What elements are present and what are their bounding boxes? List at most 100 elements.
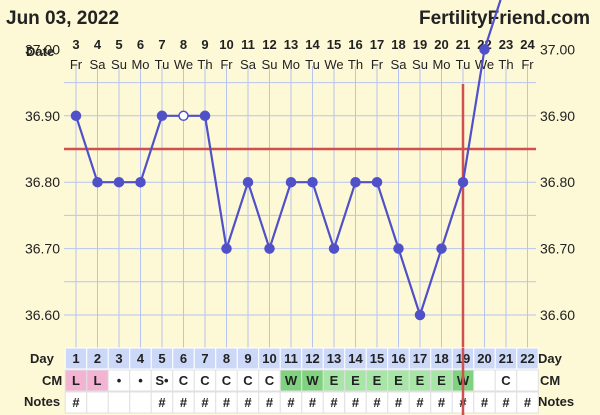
date-label: 9: [201, 37, 208, 52]
site-name: FertilityFriend.com: [419, 8, 590, 29]
cycle-day-label: 9: [244, 351, 251, 366]
weekday-label: Mo: [282, 57, 300, 72]
y-tick-label-right: 36.60: [540, 307, 575, 323]
cm-label: C: [222, 373, 232, 388]
notes-marker: #: [416, 395, 424, 410]
cycle-day-label: 20: [477, 351, 491, 366]
y-tick-label-right: 37.00: [540, 41, 575, 57]
date-label: 15: [327, 37, 341, 52]
cm-label: W: [285, 373, 298, 388]
notes-marker: #: [244, 395, 252, 410]
date-label: 3: [72, 37, 79, 52]
y-tick-label-left: 36.60: [25, 307, 60, 323]
cm-row-label: CM: [42, 373, 62, 388]
notes-marker: #: [438, 395, 446, 410]
weekday-label: Tu: [155, 57, 170, 72]
temperature-point: [457, 176, 469, 188]
temperature-point: [436, 243, 447, 254]
notes-marker: #: [201, 395, 209, 410]
day-row-label-right: Day: [538, 351, 563, 366]
date-label: 7: [158, 37, 165, 52]
cycle-day-label: 15: [370, 351, 384, 366]
cycle-day-cell: [516, 347, 539, 370]
date-label: 21: [456, 37, 470, 52]
date-label: 12: [262, 37, 276, 52]
notes-marker: #: [180, 395, 188, 410]
cm-label: •: [117, 373, 122, 388]
cm-label: E: [394, 373, 403, 388]
cycle-day-label: 6: [180, 351, 187, 366]
cycle-day-label: 17: [413, 351, 427, 366]
cm-label: L: [72, 373, 80, 388]
notes-marker: #: [502, 395, 510, 410]
cycle-day-label: 16: [391, 351, 405, 366]
y-tick-label-right: 36.80: [540, 174, 575, 190]
weekday-label: Fr: [371, 57, 384, 72]
cycle-day-label: 18: [434, 351, 448, 366]
cycle-day-label: 10: [262, 351, 276, 366]
temperature-point: [70, 110, 82, 122]
notes-marker: #: [72, 395, 80, 410]
y-tick-label-left: 36.70: [25, 241, 60, 257]
cm-label: W: [306, 373, 319, 388]
temperature-line: [74, 0, 502, 319]
cm-label: E: [416, 373, 425, 388]
temperature-point: [156, 110, 168, 122]
notes-marker: #: [481, 395, 489, 410]
temperature-point: [92, 176, 103, 188]
y-tick-label-left: 36.90: [25, 108, 60, 124]
weekday-label: Th: [197, 57, 212, 72]
weekday-label: Th: [348, 57, 363, 72]
date-label: 5: [115, 37, 122, 52]
temperature-point: [221, 243, 232, 254]
day-row-label: Day: [30, 351, 55, 366]
y-tick-label-left: 36.80: [25, 174, 60, 190]
cm-label: L: [94, 373, 102, 388]
date-label: 18: [391, 37, 405, 52]
cm-row-label-right: CM: [540, 373, 560, 388]
date-label: 20: [434, 37, 448, 52]
weekday-label: We: [324, 57, 343, 72]
notes-marker: #: [309, 395, 317, 410]
notes-marker: #: [524, 395, 532, 410]
weekday-label: Tu: [305, 57, 320, 72]
date-label: 6: [137, 37, 144, 52]
cm-label: E: [373, 373, 382, 388]
cycle-day-label: 13: [327, 351, 341, 366]
date-label: 13: [284, 37, 298, 52]
cm-label: S•: [155, 373, 169, 388]
temperature-point: [264, 243, 275, 254]
notes-cell: [107, 391, 131, 414]
weekday-label: Mo: [432, 57, 450, 72]
cm-label: C: [501, 373, 511, 388]
temperature-point: [242, 176, 254, 188]
cycle-day-label: 22: [520, 351, 534, 366]
cm-label: C: [265, 373, 275, 388]
notes-cell: [516, 391, 539, 414]
temperature-point: [135, 176, 146, 188]
weekday-label: Fr: [521, 57, 534, 72]
y-tick-label-left: 37.00: [25, 41, 60, 57]
cm-cell: [473, 369, 496, 392]
cm-label: E: [330, 373, 339, 388]
temperature-point-open: [178, 110, 189, 122]
temperature-point: [113, 176, 125, 188]
weekday-label: Sa: [240, 57, 257, 72]
cm-label: E: [351, 373, 360, 388]
notes-marker: #: [352, 395, 360, 410]
cm-label: •: [138, 373, 143, 388]
cycle-day-label: 21: [499, 351, 513, 366]
weekday-label: We: [475, 57, 494, 72]
date-label: 19: [413, 37, 427, 52]
date-label: 17: [370, 37, 384, 52]
weekday-label: Th: [498, 57, 513, 72]
temperature-point: [328, 243, 340, 254]
date-label: 14: [305, 37, 320, 52]
weekday-label: Fr: [70, 57, 83, 72]
temperature-point: [414, 309, 426, 321]
temperature-point: [307, 176, 318, 188]
date-label: 10: [219, 37, 233, 52]
notes-cell: [86, 391, 109, 414]
notes-marker: #: [373, 395, 381, 410]
